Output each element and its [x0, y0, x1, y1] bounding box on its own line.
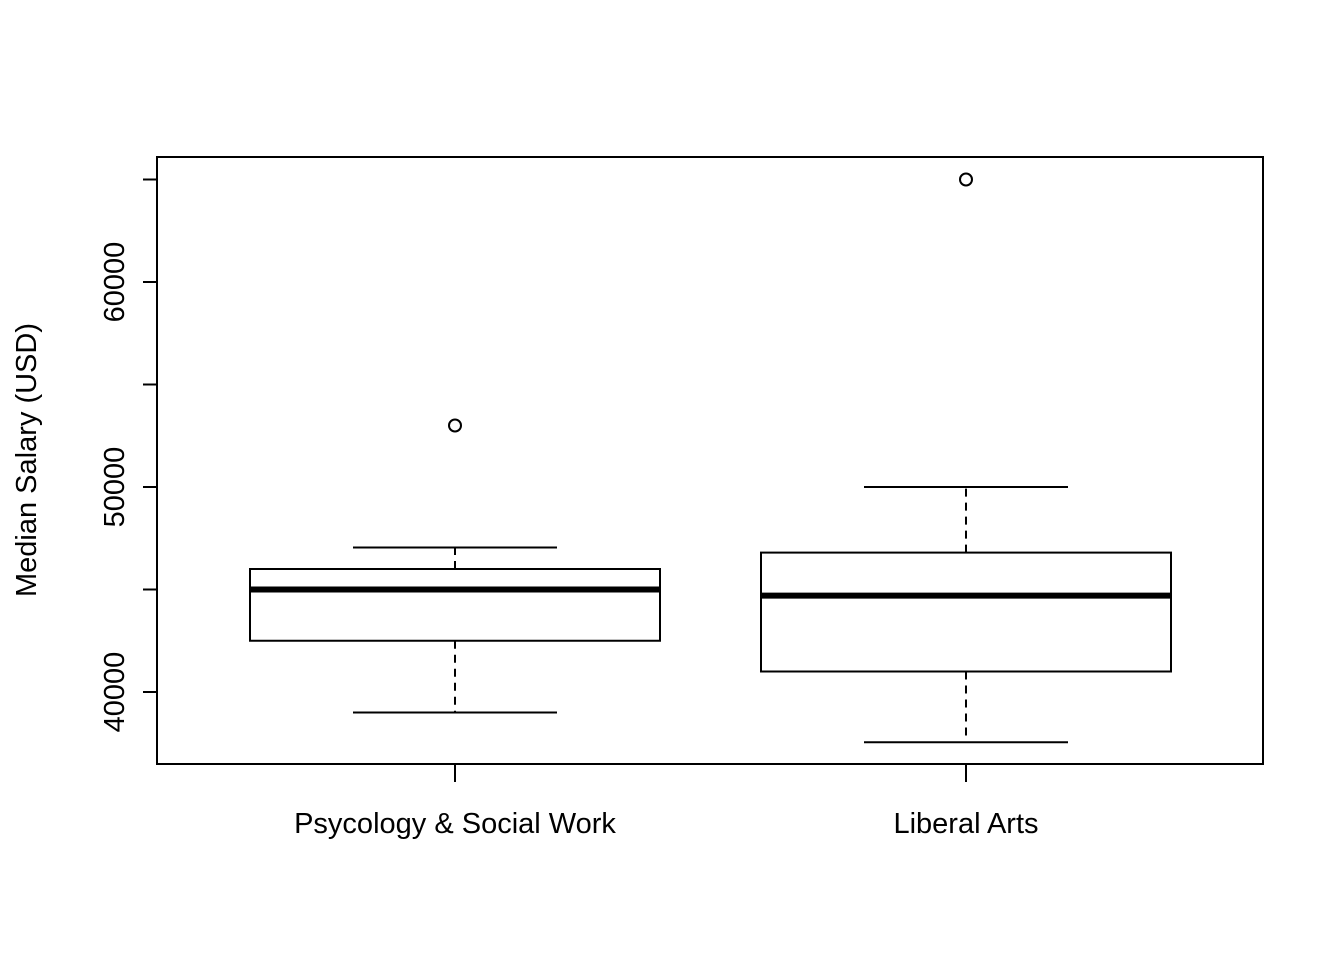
- y-tick-label: 50000: [99, 447, 131, 528]
- outlier-point: [959, 172, 973, 187]
- iqr-box: [249, 568, 661, 642]
- plot-frame: [156, 156, 1264, 765]
- box-group: [249, 418, 661, 714]
- y-axis: 40000 50000 60000: [99, 178, 157, 733]
- x-axis: Psycology & Social Work Liberal Arts: [294, 764, 1039, 840]
- y-tick-label: 60000: [99, 242, 131, 323]
- iqr-box: [760, 551, 1172, 673]
- x-tick-label: Psycology & Social Work: [294, 808, 616, 840]
- boxes-layer: [249, 172, 1172, 744]
- y-axis-title: Median Salary (USD): [11, 323, 43, 597]
- y-tick-label: 40000: [99, 652, 131, 733]
- outlier-point: [448, 418, 462, 433]
- x-tick-label: Liberal Arts: [893, 808, 1038, 840]
- box-group: [760, 172, 1172, 744]
